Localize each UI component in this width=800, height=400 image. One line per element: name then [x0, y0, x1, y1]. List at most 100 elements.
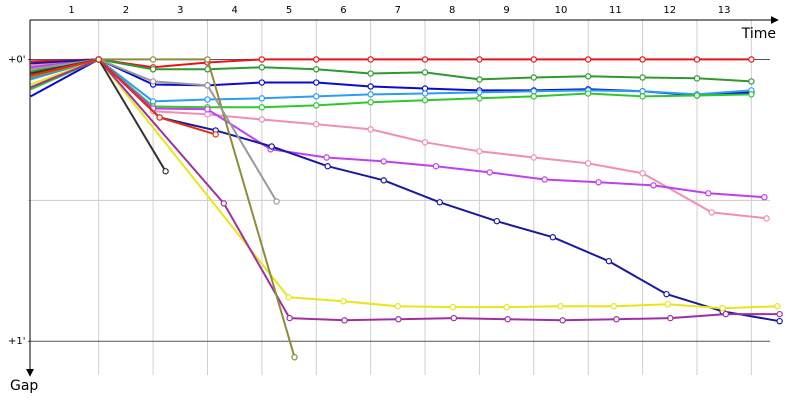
- point: [313, 121, 320, 128]
- point: [421, 85, 429, 92]
- point: [449, 303, 456, 311]
- point: [313, 79, 320, 86]
- point: [258, 116, 266, 123]
- point: [286, 314, 293, 322]
- point: [650, 182, 657, 189]
- point: [639, 88, 646, 95]
- point: [557, 303, 564, 310]
- point: [212, 131, 219, 138]
- point: [748, 91, 755, 98]
- point: [667, 314, 674, 322]
- point: [204, 111, 211, 118]
- series-line: [30, 58, 752, 103]
- series-line: [30, 58, 216, 136]
- point: [610, 303, 617, 310]
- point: [95, 56, 102, 63]
- series-layer: [30, 56, 783, 361]
- point: [595, 179, 602, 186]
- point: [476, 76, 483, 83]
- x-tick-label: 8: [449, 5, 455, 16]
- point: [313, 66, 320, 73]
- point: [204, 96, 211, 103]
- point: [664, 301, 671, 308]
- point: [719, 305, 726, 312]
- point: [693, 75, 701, 82]
- x-tick-label: 7: [395, 5, 401, 16]
- point: [476, 148, 483, 155]
- series-line: [30, 58, 767, 220]
- y-tick-label: +1': [8, 336, 26, 347]
- point: [395, 316, 402, 323]
- series-line: [30, 58, 765, 199]
- point: [313, 102, 320, 109]
- point: [541, 176, 548, 183]
- point: [613, 316, 620, 323]
- point: [776, 317, 783, 325]
- point: [380, 177, 387, 184]
- point: [476, 89, 483, 96]
- point: [340, 297, 347, 305]
- point: [324, 163, 331, 170]
- point: [421, 139, 429, 146]
- point: [639, 56, 646, 63]
- point: [776, 310, 783, 318]
- point: [156, 114, 163, 121]
- point: [450, 314, 458, 322]
- point: [693, 92, 701, 99]
- point: [258, 64, 266, 71]
- x-tick-label: 2: [123, 5, 129, 16]
- series-line: [30, 58, 752, 83]
- point: [367, 126, 374, 133]
- point: [421, 69, 429, 76]
- point: [530, 74, 538, 81]
- point: [367, 91, 374, 98]
- point: [530, 154, 538, 161]
- y-axis-label: Gap: [10, 378, 38, 394]
- point: [313, 93, 320, 100]
- point: [204, 56, 211, 63]
- series-line: [30, 58, 752, 69]
- y-tick-label: +0': [8, 54, 26, 65]
- point: [774, 303, 781, 310]
- point: [149, 78, 157, 85]
- point: [323, 154, 330, 161]
- point: [268, 143, 275, 150]
- series-line: [30, 58, 296, 358]
- point: [394, 303, 402, 310]
- point: [605, 257, 613, 265]
- x-tick-label: 13: [718, 5, 731, 16]
- point: [493, 217, 501, 225]
- point: [367, 56, 374, 63]
- point: [585, 73, 592, 80]
- x-tick-label: 4: [231, 5, 237, 16]
- point: [432, 163, 440, 170]
- point: [367, 83, 374, 90]
- point: [421, 90, 429, 97]
- point: [763, 215, 770, 222]
- point: [708, 209, 715, 216]
- point: [476, 56, 483, 63]
- point: [693, 56, 701, 63]
- point: [258, 56, 266, 63]
- x-tick-label: 6: [340, 5, 346, 16]
- point: [291, 354, 298, 361]
- point: [273, 198, 280, 205]
- point: [748, 78, 755, 85]
- point: [663, 290, 670, 298]
- x-tick-label: 3: [177, 5, 183, 16]
- point: [367, 99, 374, 106]
- point: [705, 190, 712, 197]
- point: [285, 294, 292, 301]
- point: [149, 66, 157, 73]
- x-tick-label: 10: [555, 5, 568, 16]
- point: [748, 56, 755, 63]
- point: [258, 104, 266, 111]
- point: [380, 158, 387, 165]
- point: [204, 82, 211, 89]
- point: [486, 169, 493, 176]
- point: [149, 56, 157, 63]
- point: [639, 74, 646, 81]
- point: [503, 303, 510, 311]
- point: [504, 316, 511, 323]
